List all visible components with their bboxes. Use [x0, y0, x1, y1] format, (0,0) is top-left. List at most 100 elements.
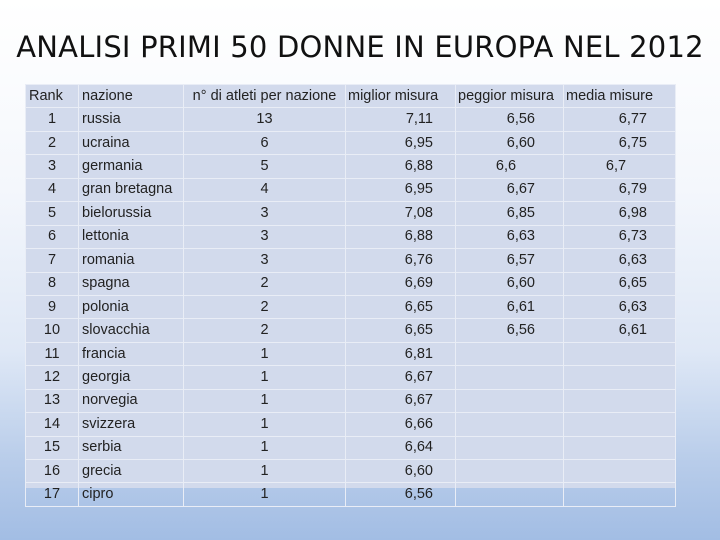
cell-average: 6,73: [563, 224, 676, 250]
cell-athletes: 1: [183, 458, 346, 484]
cell-average: [563, 435, 676, 461]
cell-athletes: 3: [183, 201, 346, 226]
cell-rank: 14: [25, 412, 79, 437]
cell-worst: 6,60: [455, 130, 564, 156]
cell-worst: [455, 365, 564, 390]
cell-nation: ucraina: [78, 130, 184, 156]
cell-rank: 3: [25, 154, 79, 179]
slide-title: ANALISI PRIMI 50 DONNE IN EUROPA NEL 201…: [16, 30, 704, 64]
cell-best: 6,56: [345, 482, 456, 507]
cell-rank: 6: [25, 224, 79, 250]
cell-athletes: 1: [183, 435, 346, 461]
cell-worst: 6,67: [455, 177, 564, 203]
cell-nation: francia: [78, 341, 184, 367]
cell-average: 6,79: [563, 177, 676, 203]
cell-average: 6,75: [563, 130, 676, 156]
table-row: 9 polonia 2 6,65 6,61 6,63: [25, 294, 676, 320]
cell-nation: slovacchia: [78, 318, 184, 343]
table-row: 1 russia 13 7,11 6,56 6,77: [25, 107, 676, 132]
cell-average: [563, 482, 676, 507]
cell-best: 6,67: [345, 388, 456, 414]
cell-best: 6,66: [345, 412, 456, 437]
cell-athletes: 4: [183, 177, 346, 203]
cell-average: 6,7: [563, 154, 676, 179]
cell-athletes: 1: [183, 482, 346, 507]
cell-worst: 6,56: [455, 318, 564, 343]
cell-average: [563, 388, 676, 414]
cell-best: 6,65: [345, 318, 456, 343]
header-rank: Rank: [25, 83, 79, 109]
cell-worst: 6,85: [455, 201, 564, 226]
cell-worst: [455, 412, 564, 437]
cell-best: 6,65: [345, 294, 456, 320]
cell-best: 7,11: [345, 107, 456, 132]
cell-worst: 6,56: [455, 107, 564, 132]
cell-nation: russia: [78, 107, 184, 132]
cell-nation: polonia: [78, 294, 184, 320]
header-average: media misure: [563, 83, 676, 109]
header-best: miglior misura: [345, 83, 456, 109]
cell-best: 6,95: [345, 130, 456, 156]
cell-athletes: 1: [183, 412, 346, 437]
cell-average: 6,98: [563, 201, 676, 226]
cell-athletes: 13: [183, 107, 346, 132]
cell-worst: [455, 388, 564, 414]
cell-athletes: 1: [183, 365, 346, 390]
cell-nation: germania: [78, 154, 184, 179]
table-row: 3 germania 5 6,88 6,6 6,7: [25, 154, 676, 179]
table-row: 6 lettonia 3 6,88 6,63 6,73: [25, 224, 676, 250]
cell-best: 6,88: [345, 154, 456, 179]
cell-rank: 8: [25, 271, 79, 296]
cell-worst: 6,60: [455, 271, 564, 296]
cell-nation: serbia: [78, 435, 184, 461]
table-container: Rank nazione n° di atleti per nazione mi…: [25, 83, 676, 507]
cell-best: 6,76: [345, 248, 456, 273]
cell-best: 6,64: [345, 435, 456, 461]
cell-athletes: 1: [183, 341, 346, 367]
table-row: 10 slovacchia 2 6,65 6,56 6,61: [25, 318, 676, 343]
cell-average: [563, 458, 676, 484]
cell-rank: 2: [25, 130, 79, 156]
cell-nation: spagna: [78, 271, 184, 296]
table-row: 14 svizzera 1 6,66: [25, 412, 676, 437]
table-row: 2 ucraina 6 6,95 6,60 6,75: [25, 130, 676, 156]
cell-worst: 6,6: [455, 154, 564, 179]
cell-worst: 6,57: [455, 248, 564, 273]
cell-average: 6,61: [563, 318, 676, 343]
table-row: 11 francia 1 6,81: [25, 341, 676, 367]
cell-nation: lettonia: [78, 224, 184, 250]
cell-rank: 5: [25, 201, 79, 226]
table-body: 1 russia 13 7,11 6,56 6,77 2 ucraina 6 6,95 6,60 6,…: [25, 107, 676, 507]
cell-average: 6,65: [563, 271, 676, 296]
table-row: 17 cipro 1 6,56: [25, 482, 676, 507]
cell-best: 6,81: [345, 341, 456, 367]
table-row: 12 georgia 1 6,67: [25, 365, 676, 390]
cell-worst: [455, 482, 564, 507]
cell-worst: 6,63: [455, 224, 564, 250]
cell-best: 6,60: [345, 458, 456, 484]
cell-rank: 12: [25, 365, 79, 390]
cell-rank: 4: [25, 177, 79, 203]
table-row: 16 grecia 1 6,60: [25, 458, 676, 484]
cell-best: 6,95: [345, 177, 456, 203]
cell-nation: grecia: [78, 458, 184, 484]
cell-best: 7,08: [345, 201, 456, 226]
cell-athletes: 6: [183, 130, 346, 156]
cell-nation: romania: [78, 248, 184, 273]
cell-nation: gran bretagna: [78, 177, 184, 203]
cell-rank: 1: [25, 107, 79, 132]
cell-athletes: 2: [183, 271, 346, 296]
cell-average: [563, 365, 676, 390]
cell-nation: norvegia: [78, 388, 184, 414]
cell-athletes: 3: [183, 248, 346, 273]
table-row: 7 romania 3 6,76 6,57 6,63: [25, 248, 676, 273]
cell-athletes: 3: [183, 224, 346, 250]
cell-athletes: 1: [183, 388, 346, 414]
header-nation: nazione: [78, 83, 184, 109]
ranking-table: Rank nazione n° di atleti per nazione mi…: [25, 83, 676, 507]
cell-nation: georgia: [78, 365, 184, 390]
cell-average: 6,77: [563, 107, 676, 132]
cell-athletes: 5: [183, 154, 346, 179]
cell-rank: 16: [25, 458, 79, 484]
cell-best: 6,88: [345, 224, 456, 250]
